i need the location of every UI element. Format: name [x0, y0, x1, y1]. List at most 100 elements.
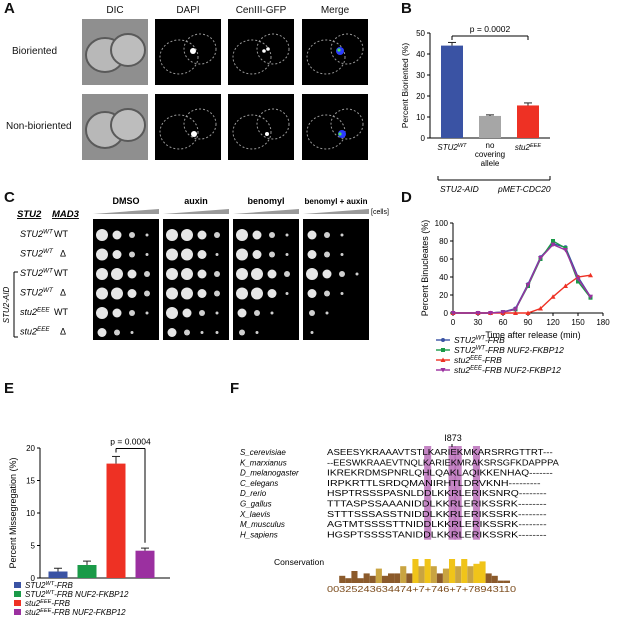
colony-spot — [199, 310, 205, 316]
x-tick-label-d: 30 — [474, 318, 483, 327]
colony-spot — [307, 250, 317, 259]
x-tick-label-d: 120 — [546, 318, 560, 327]
panel-f: I873 S_cerevisiae ASEESYKRAAAVTSTLKARIEKMK… — [230, 385, 617, 619]
point-d — [550, 294, 556, 299]
x-tick-label-b: STU2WT — [437, 143, 467, 152]
conserved-column-highlight — [424, 446, 432, 540]
y-tick-label-b: 0 — [421, 134, 426, 143]
colony-spot — [145, 253, 149, 256]
colony-spot — [324, 290, 330, 297]
point-d — [576, 279, 580, 284]
conservation-bar — [363, 573, 370, 583]
colony-spot — [309, 310, 315, 316]
colony-spot — [236, 229, 248, 241]
cells-label: [cells] — [371, 209, 389, 216]
colony-spot — [255, 331, 259, 334]
colony-spot — [167, 328, 177, 337]
micrograph-dapi-bioriented — [155, 19, 221, 85]
colony-spot — [236, 248, 248, 261]
panel-letter-f: F — [230, 380, 240, 397]
colony-spot — [310, 331, 314, 334]
conservation-bar — [473, 563, 480, 583]
point-d — [575, 276, 581, 282]
chart-b-svg: 0 10 20 30 40 50 Percent Bioriented (%) STU2WT n… — [400, 24, 551, 194]
colony-spot — [200, 331, 204, 334]
colony-spot — [251, 268, 263, 280]
mad3-label: Δ — [60, 327, 66, 337]
colony-spot — [181, 268, 193, 280]
legend-label-e: stu2EEE-FRB — [25, 599, 71, 608]
point-d — [513, 310, 518, 315]
col-header-mad3: MAD3 — [52, 209, 80, 220]
panel-e: 0 5 10 15 20 Percent Missegregation (%) p = 0.… — [0, 385, 210, 619]
point-d — [450, 311, 456, 316]
colony-spot — [269, 251, 275, 258]
col-label-dic: DIC — [106, 5, 124, 16]
point-d — [551, 239, 555, 243]
side-label-c: STU2-AID — [2, 287, 11, 324]
colony-spot — [215, 331, 219, 334]
bar-e — [48, 571, 68, 578]
colony-spot — [267, 269, 277, 279]
point-d — [588, 294, 593, 300]
sequence-row: IRPKRTTLSRDQMANIRHTLDRVKNH--------- — [327, 478, 541, 488]
conservation-bar — [388, 573, 395, 583]
bar-e — [106, 463, 126, 578]
conservation-bar — [375, 568, 382, 583]
micrograph-merge-bioriented — [302, 19, 368, 85]
colony-spot — [269, 232, 275, 238]
genotype-label: stu2EEE — [20, 326, 50, 337]
point-d — [500, 310, 506, 315]
colony-spot — [251, 287, 263, 300]
point-d — [488, 311, 493, 316]
conservation-bar — [357, 578, 364, 583]
conservation-bar — [400, 566, 407, 583]
legend-label-d: STU2WT-FRB NUF2-FKBP12 — [454, 345, 564, 355]
conservation-bar — [503, 580, 510, 583]
mad3-label: WT — [54, 307, 68, 317]
y-tick-label-d: 60 — [439, 255, 448, 264]
conservation-bar — [479, 561, 486, 583]
sequence-row: ASEESYKRAAAVTSTLKARIEKMKARSRRGTTRT--- — [327, 447, 553, 457]
dilution-wedge — [233, 209, 299, 214]
condition-label: auxin — [184, 196, 208, 206]
colony-spot — [267, 289, 277, 298]
colony-spot — [197, 289, 207, 298]
colony-spot — [111, 268, 123, 280]
panel-c: STU2 MAD3 DMSO auxin benomyl benomyl + auxin[… — [0, 195, 395, 360]
conserved-column-highlight — [448, 446, 456, 540]
conservation-bar — [351, 571, 358, 583]
colony-spot — [96, 248, 108, 261]
legend-marker-d — [440, 368, 446, 373]
species-label: D_melanogaster — [240, 469, 299, 478]
col-label-cen: CenIII-GFP — [235, 5, 287, 16]
colony-spot — [96, 307, 108, 319]
bar-b — [479, 115, 501, 138]
y-tick-label-b: 10 — [416, 113, 425, 122]
legend-marker-d — [441, 338, 445, 342]
species-label: S_cerevisiae — [240, 448, 286, 457]
panel-letter-e: E — [4, 380, 15, 397]
series-line-d — [453, 274, 591, 314]
colony-spot — [96, 268, 108, 280]
legend-swatch-e — [14, 600, 21, 606]
colony-spot — [127, 289, 137, 298]
y-tick-label-e: 15 — [26, 477, 35, 486]
condition-label: benomyl + auxin — [305, 197, 368, 206]
mad3-label: WT — [54, 268, 68, 278]
chart-d-svg: 0 20 40 60 80 100 0 30 60 90 120 150 180 Percent Binu… — [420, 219, 610, 375]
x-tick-label-b: no — [486, 141, 495, 150]
mad3-label: Δ — [60, 249, 66, 259]
conservation-bar — [485, 573, 492, 583]
colony-spot — [166, 307, 178, 319]
colony-spot — [239, 329, 245, 336]
colony-spot — [355, 272, 359, 276]
y-tick-label-d: 40 — [439, 273, 448, 282]
legend-label-d: stu2EEE-FRB — [454, 355, 502, 365]
spot-assay-svg: STU2 MAD3 DMSO auxin benomyl benomyl + auxin[… — [2, 196, 389, 340]
colony-spot — [285, 292, 289, 295]
conservation-bar — [497, 580, 504, 583]
colony-spot — [236, 287, 248, 300]
legend-label-d: STU2WT-FRB — [454, 335, 505, 345]
colony-spot — [127, 269, 137, 279]
